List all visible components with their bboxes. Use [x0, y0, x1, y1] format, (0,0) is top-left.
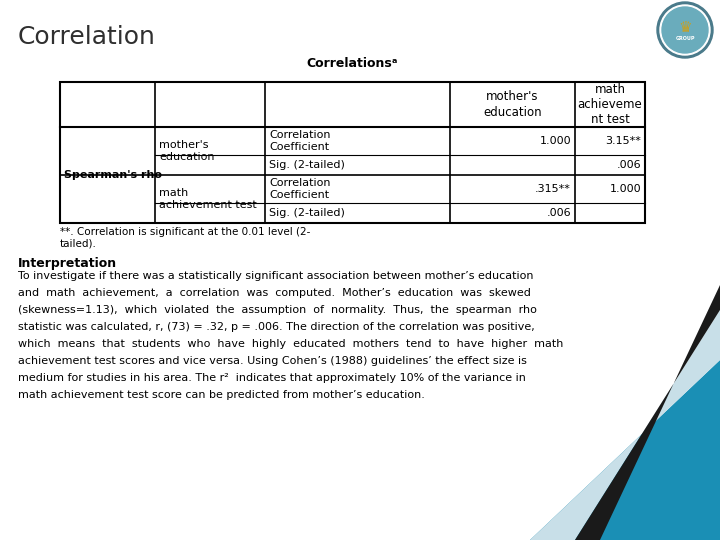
Text: math
achievement test: math achievement test [159, 188, 257, 210]
Text: achievement test scores and vice versa. Using Cohen’s (1988) guidelines’ the eff: achievement test scores and vice versa. … [18, 356, 527, 366]
Text: mother's
education: mother's education [483, 91, 542, 118]
Text: math
achieveme
nt test: math achieveme nt test [577, 83, 642, 126]
Text: Interpretation: Interpretation [18, 257, 117, 270]
Text: 3.15**: 3.15** [605, 136, 641, 146]
Circle shape [660, 5, 710, 55]
Text: (skewness=1.13),  which  violated  the  assumption  of  normality.  Thus,  the  : (skewness=1.13), which violated the assu… [18, 305, 537, 315]
Text: ♛: ♛ [678, 19, 692, 35]
Text: Correlation
Coefficient: Correlation Coefficient [269, 130, 330, 152]
Text: .006: .006 [546, 208, 571, 218]
Circle shape [662, 7, 708, 53]
Text: statistic was calculated, r, (73) = .32, p = .006. The direction of the correlat: statistic was calculated, r, (73) = .32,… [18, 322, 535, 332]
Text: Sig. (2-tailed): Sig. (2-tailed) [269, 160, 345, 170]
Text: Correlationsᵃ: Correlationsᵃ [307, 57, 398, 70]
Text: Sig. (2-tailed): Sig. (2-tailed) [269, 208, 345, 218]
Text: 1.000: 1.000 [539, 136, 571, 146]
Polygon shape [530, 310, 720, 540]
Text: which  means  that  students  who  have  highly  educated  mothers  tend  to  ha: which means that students who have highl… [18, 339, 563, 349]
Text: **. Correlation is significant at the 0.01 level (2-
tailed).: **. Correlation is significant at the 0.… [60, 227, 310, 248]
Text: .315**: .315** [535, 184, 571, 194]
Text: To investigate if there was a statistically significant association between moth: To investigate if there was a statistica… [18, 271, 534, 281]
Text: 1.000: 1.000 [609, 184, 641, 194]
Circle shape [657, 2, 713, 58]
Text: Correlation: Correlation [18, 25, 156, 49]
Text: medium for studies in his area. The r²  indicates that approximately 10% of the : medium for studies in his area. The r² i… [18, 373, 526, 383]
Polygon shape [390, 360, 720, 540]
Text: and  math  achievement,  a  correlation  was  computed.  Mother’s  education  wa: and math achievement, a correlation was … [18, 288, 531, 298]
Text: mother's
education: mother's education [159, 140, 215, 162]
Text: Correlation
Coefficient: Correlation Coefficient [269, 178, 330, 200]
Bar [60, 82, 645, 223]
Polygon shape [575, 285, 720, 540]
Text: Spearman's rho: Spearman's rho [64, 170, 162, 180]
Text: .006: .006 [616, 160, 641, 170]
Text: GROUP: GROUP [675, 36, 695, 40]
Text: math achievement test score can be predicted from mother’s education.: math achievement test score can be predi… [18, 390, 425, 400]
